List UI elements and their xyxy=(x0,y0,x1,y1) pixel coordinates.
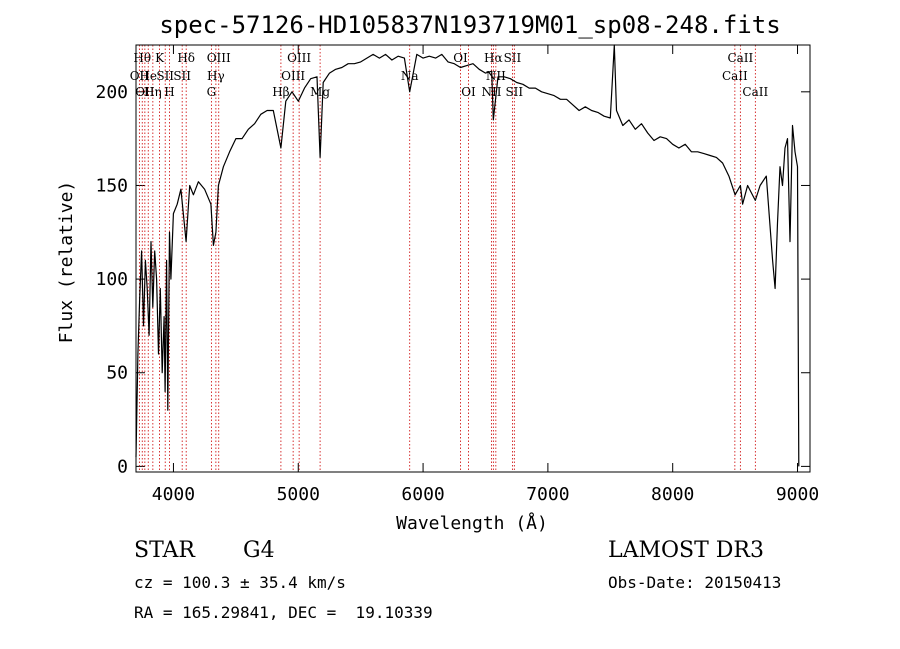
emission-line-label: OII xyxy=(130,69,150,83)
emission-line-label: NII xyxy=(486,69,506,83)
emission-line-label: Hα xyxy=(484,51,503,65)
object-subclass: G4 xyxy=(243,538,275,563)
y-tick-label: 200 xyxy=(95,82,128,103)
emission-line-label: OIII xyxy=(287,51,311,65)
y-axis-label: Flux (relative) xyxy=(56,181,77,344)
spectrum-line xyxy=(135,44,800,467)
y-tick-label: 50 xyxy=(106,363,128,384)
axes-layer: 4000 5000 6000 7000 8000 9000 0 50 100 150 200 xyxy=(95,45,819,505)
x-axis-label: Wavelength (Å) xyxy=(396,512,548,534)
emission-line-label: OI xyxy=(453,51,468,65)
emission-line-label: OII xyxy=(135,85,155,99)
emission-line-label: Hβ xyxy=(272,85,289,99)
coordinates: RA = 165.29841, DEC = 19.10339 xyxy=(134,603,433,622)
emission-line-label: CaII xyxy=(727,51,753,65)
emission-line-label: Na xyxy=(401,69,419,83)
emission-line-label: Hη xyxy=(144,85,162,99)
x-tick-label: 4000 xyxy=(152,484,195,505)
emission-line-label: H xyxy=(164,85,174,99)
emission-line-label: Mg xyxy=(310,85,330,99)
y-tick-label: 100 xyxy=(95,269,128,290)
emission-line-label: CaII xyxy=(742,85,768,99)
y-tick-label: 150 xyxy=(95,175,128,196)
emission-line-label: SII xyxy=(505,85,523,99)
x-tick-label: 8000 xyxy=(651,484,694,505)
emission-line-label: Hδ xyxy=(177,51,195,65)
redshift-velocity: cz = 100.3 ± 35.4 km/s xyxy=(134,573,346,592)
emission-line-label: OIII xyxy=(207,51,231,65)
emission-line-label: SII xyxy=(504,51,522,65)
x-tick-label: 6000 xyxy=(401,484,444,505)
plot-frame xyxy=(135,44,811,473)
chart-title: spec-57126-HD105837N193719M01_sp08-248.f… xyxy=(159,11,780,39)
emission-line-label: SII xyxy=(173,69,191,83)
x-tick-label: 5000 xyxy=(277,484,320,505)
spectrum-layer xyxy=(135,44,800,467)
emission-line-label: K xyxy=(155,51,165,65)
survey-name: LAMOST DR3 xyxy=(608,538,764,563)
emission-line-label: SII xyxy=(156,69,174,83)
emission-line-label: OI xyxy=(461,85,476,99)
object-class: STAR xyxy=(134,538,195,563)
emission-line-label: G xyxy=(207,85,217,99)
emission-line-markers: OIIHθOIIHeHηKSIIHHδSIIGHγOIIIHβOIIIOIIIM… xyxy=(130,45,768,472)
y-tick-label: 0 xyxy=(117,456,128,477)
x-tick-label: 9000 xyxy=(776,484,819,505)
emission-line-label: OIII xyxy=(281,69,305,83)
emission-line-label: CaII xyxy=(722,69,748,83)
emission-line-label: NII xyxy=(481,85,501,99)
observation-date: Obs-Date: 20150413 xyxy=(608,573,782,592)
emission-line-label: Hθ xyxy=(133,51,151,65)
emission-line-label: Hγ xyxy=(207,69,225,83)
x-tick-label: 7000 xyxy=(526,484,569,505)
emission-line-label: He xyxy=(139,69,157,83)
